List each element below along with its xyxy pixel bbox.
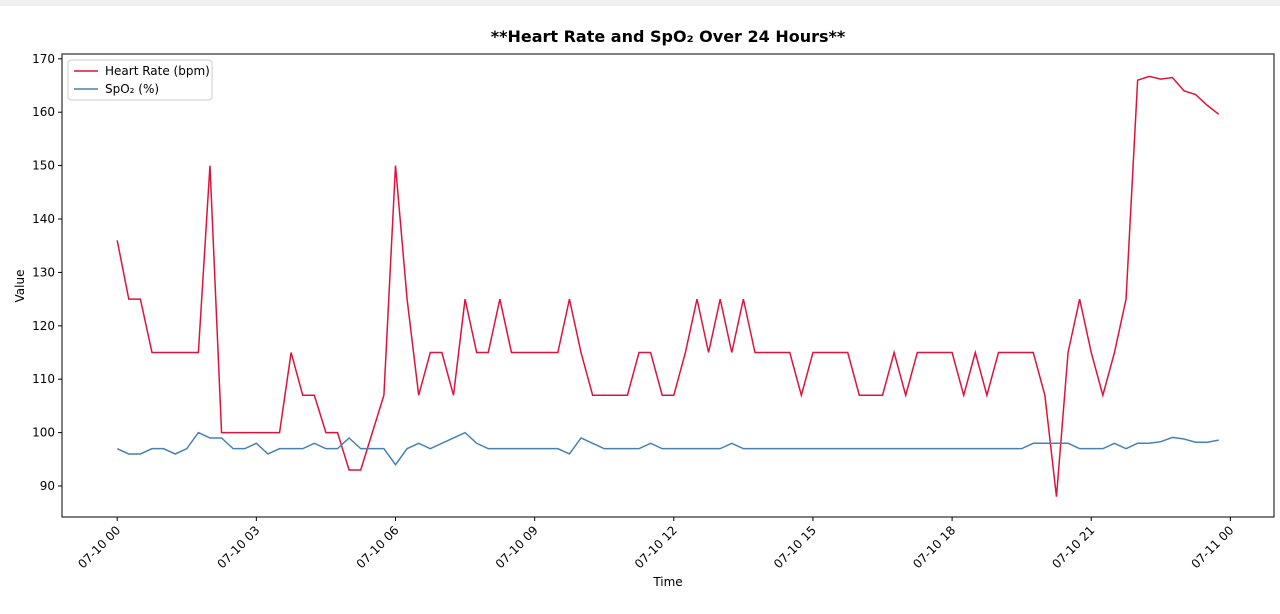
legend-label: Heart Rate (bpm) [105,64,210,78]
x-tick-label: 07-11 00 [1188,523,1236,571]
y-tick-label: 120 [32,319,55,333]
plot-frame [61,53,1275,518]
y-tick-label: 110 [32,372,55,386]
y-tick-label: 100 [32,426,55,440]
x-tick-label: 07-10 06 [354,523,402,571]
x-tick-label: 07-10 21 [1049,523,1097,571]
toolbar-strip [0,0,1280,6]
x-tick-label: 07-10 15 [771,523,819,571]
y-tick-label: 170 [32,52,55,66]
x-axis-label: Time [652,575,682,589]
y-tick-label: 90 [40,479,55,493]
y-tick-label: 130 [32,265,55,279]
y-tick-label: 140 [32,212,55,226]
legend-box [67,59,213,101]
x-tick-label: 07-10 12 [632,523,680,571]
x-tick-label: 07-10 03 [214,523,262,571]
series-line [116,75,1220,497]
y-axis-label: Value [13,270,27,303]
x-tick-label: 07-10 00 [75,523,123,571]
y-tick-label: 150 [32,159,55,173]
x-tick-label: 07-10 18 [910,523,958,571]
legend-label: SpO₂ (%) [105,82,159,96]
chart-title: **Heart Rate and SpO₂ Over 24 Hours** [491,27,846,46]
series-line [116,431,1219,466]
y-tick-label: 160 [32,105,55,119]
x-tick-label: 07-10 09 [493,523,541,571]
